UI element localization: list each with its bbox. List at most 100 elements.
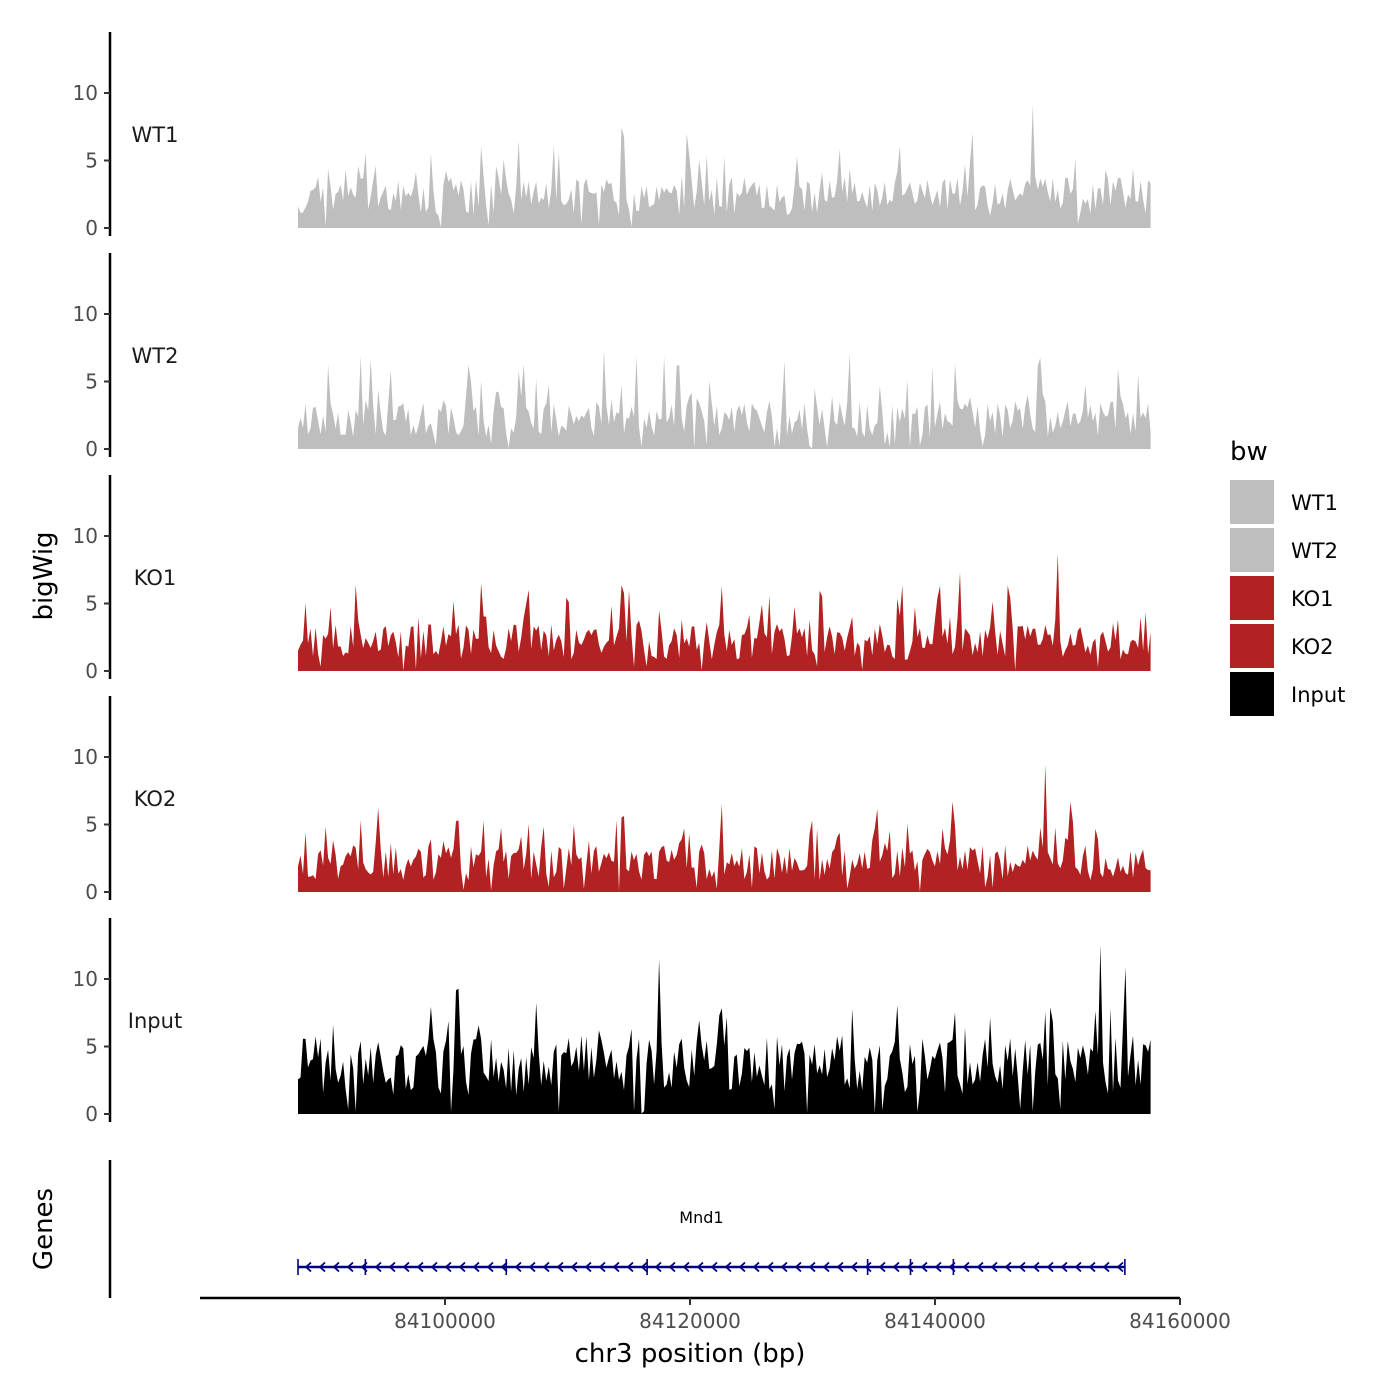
strand-arrow <box>934 1261 942 1273</box>
legend-label: KO1 <box>1291 587 1334 611</box>
strand-arrow <box>500 1261 508 1273</box>
strand-arrow <box>444 1261 452 1273</box>
strand-arrow <box>668 1261 676 1273</box>
strand-arrow <box>794 1261 802 1273</box>
strand-arrow <box>1046 1261 1054 1273</box>
legend: bw WT1 WT2 KO1 KO2 Input <box>1230 437 1345 716</box>
strand-arrow <box>402 1261 410 1273</box>
y-tick-label: 10 <box>73 524 98 548</box>
strand-arrow <box>990 1261 998 1273</box>
strand-arrow <box>710 1261 718 1273</box>
y-tick-label: 5 <box>85 370 98 394</box>
track-signal-ko2 <box>298 764 1151 892</box>
y-tick-label: 5 <box>85 592 98 616</box>
legend-item-ko2: KO2 <box>1230 624 1334 668</box>
strand-arrow <box>598 1261 606 1273</box>
strand-arrow <box>556 1261 564 1273</box>
strand-arrow <box>472 1261 480 1273</box>
strand-arrow <box>878 1261 886 1273</box>
strand-arrow <box>346 1261 354 1273</box>
strand-arrow <box>318 1261 326 1273</box>
strand-arrow <box>808 1261 816 1273</box>
strand-arrow <box>976 1261 984 1273</box>
track-ko2: 0 5 10 KO2 <box>73 696 1151 904</box>
y-tick-label: 0 <box>85 216 98 240</box>
strand-arrow <box>920 1261 928 1273</box>
y-tick-label: 10 <box>73 967 98 991</box>
strand-arrow <box>654 1261 662 1273</box>
strand-arrow <box>766 1261 774 1273</box>
y-tick-label: 0 <box>85 659 98 683</box>
strand-arrow <box>570 1261 578 1273</box>
strand-arrow <box>416 1261 424 1273</box>
strand-arrow <box>906 1261 914 1273</box>
y-tick-label: 5 <box>85 813 98 837</box>
legend-swatch <box>1230 480 1274 524</box>
y-tick-label: 5 <box>85 149 98 173</box>
legend-label: WT2 <box>1291 539 1338 563</box>
track-input: 0 5 10 Input <box>73 918 1151 1126</box>
legend-title: bw <box>1230 437 1268 467</box>
legend-label: KO2 <box>1291 635 1334 659</box>
legend-item-ko1: KO1 <box>1230 576 1334 620</box>
strand-arrow <box>332 1261 340 1273</box>
strand-arrow <box>612 1261 620 1273</box>
strand-arrow <box>1088 1261 1096 1273</box>
strand-arrow <box>738 1261 746 1273</box>
track-wt2: 0 5 10 WT2 <box>73 253 1151 461</box>
legend-label: WT1 <box>1291 491 1338 515</box>
strand-arrow <box>1116 1261 1124 1273</box>
track-ko1: 0 5 10 KO1 <box>73 475 1151 683</box>
strand-arrow <box>864 1261 872 1273</box>
y-tick-label: 0 <box>85 437 98 461</box>
strand-arrow <box>542 1261 550 1273</box>
track-signal-ko1 <box>298 553 1151 671</box>
strand-arrow <box>640 1261 648 1273</box>
strand-arrow <box>458 1261 466 1273</box>
strand-arrow <box>752 1261 760 1273</box>
legend-swatch <box>1230 576 1274 620</box>
strand-arrow <box>374 1261 382 1273</box>
track-label: Input <box>128 1009 182 1033</box>
legend-label: Input <box>1291 683 1345 707</box>
strand-arrow <box>836 1261 844 1273</box>
strand-arrow <box>696 1261 704 1273</box>
track-label: WT2 <box>132 344 179 368</box>
strand-arrow <box>1074 1261 1082 1273</box>
track-signal-wt1 <box>298 105 1151 228</box>
strand-arrow <box>822 1261 830 1273</box>
strand-arrow <box>1004 1261 1012 1273</box>
strand-arrow <box>626 1261 634 1273</box>
strand-arrow <box>584 1261 592 1273</box>
strand-arrow <box>780 1261 788 1273</box>
legend-item-wt1: WT1 <box>1230 480 1338 524</box>
strand-arrow <box>304 1261 312 1273</box>
x-tick-label: 84140000 <box>884 1309 986 1333</box>
strand-arrow <box>962 1261 970 1273</box>
y-tick-label: 10 <box>73 81 98 105</box>
legend-swatch <box>1230 528 1274 572</box>
strand-arrow <box>892 1261 900 1273</box>
legend-swatch <box>1230 672 1274 716</box>
y-tick-label: 0 <box>85 1102 98 1126</box>
track-signal-wt2 <box>298 350 1151 449</box>
strand-arrow <box>388 1261 396 1273</box>
x-axis-title: chr3 position (bp) <box>575 1339 806 1369</box>
x-tick-label: 84120000 <box>639 1309 741 1333</box>
y-tick-label: 10 <box>73 302 98 326</box>
track-label: WT1 <box>132 123 179 147</box>
strand-arrow <box>430 1261 438 1273</box>
bigwig-tracks: 0 5 10 WT1 0 5 10 WT2 0 5 10 KO1 0 5 10 KO2 0 5 10 Input <box>73 32 1151 1126</box>
strand-arrow <box>1032 1261 1040 1273</box>
genes-axis-title: Genes <box>29 1188 59 1270</box>
strand-arrow <box>1102 1261 1110 1273</box>
strand-arrow <box>1060 1261 1068 1273</box>
y-tick-label: 5 <box>85 1035 98 1059</box>
y-tick-label: 0 <box>85 880 98 904</box>
x-axis: 84100000 84120000 84140000 84160000 <box>200 1296 1231 1333</box>
y-axis-title: bigWig <box>29 531 59 620</box>
strand-arrow <box>528 1261 536 1273</box>
strand-arrow <box>514 1261 522 1273</box>
track-label: KO1 <box>134 566 177 590</box>
track-label: KO2 <box>134 787 177 811</box>
